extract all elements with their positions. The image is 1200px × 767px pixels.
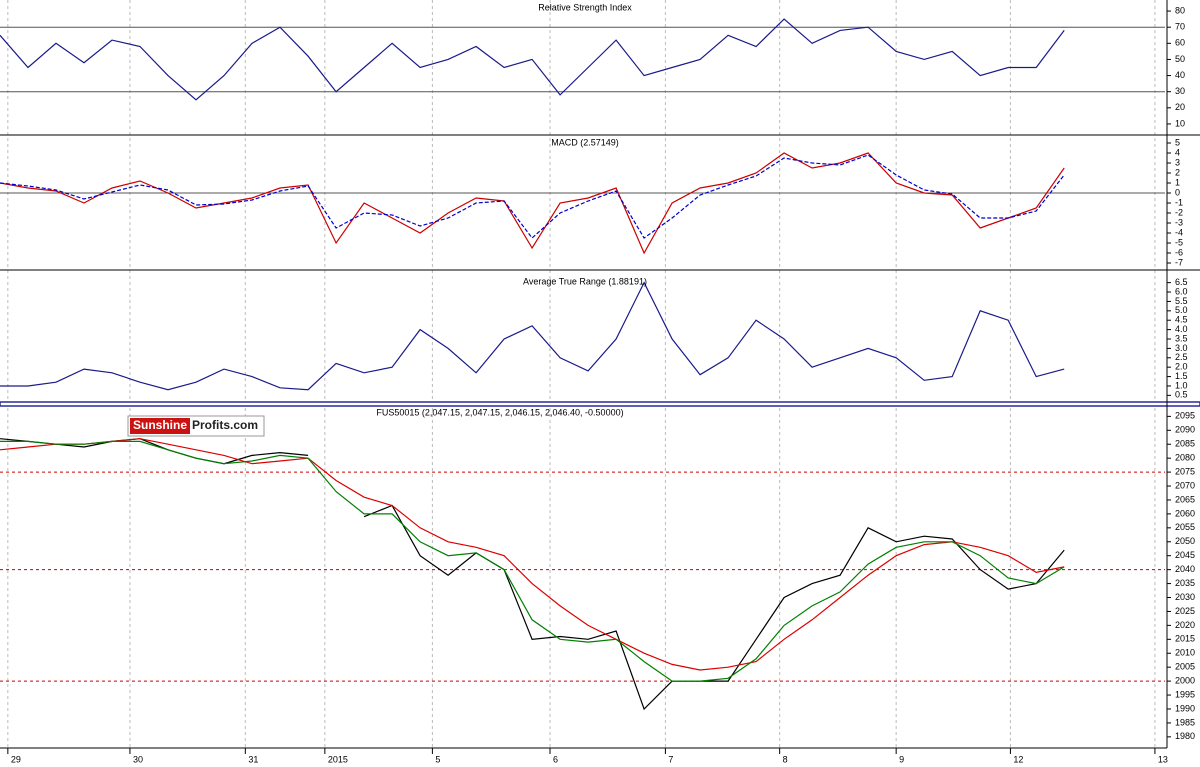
series-line [0,152,1065,255]
y-tick-label: 2085 [1175,439,1195,449]
x-tick-label: 12 [1013,754,1023,764]
y-tick-label: 60 [1175,38,1185,48]
y-tick-label: 4 [1175,147,1180,157]
y-tick-label: 10 [1175,118,1185,128]
y-tick-label: 2.5 [1175,352,1188,362]
y-tick-label: 2050 [1175,536,1195,546]
y-tick-label: -3 [1175,217,1183,227]
y-tick-label: 1.5 [1175,371,1188,381]
y-tick-label: 2 [1175,167,1180,177]
x-tick-label: 5 [435,754,440,764]
y-tick-label: 1 [1175,177,1180,187]
y-tick-label: -4 [1175,227,1183,237]
y-tick-label: -1 [1175,197,1183,207]
series-line [0,438,1065,711]
y-tick-label: 4.0 [1175,324,1188,334]
panel-title: Relative Strength Index [538,2,632,12]
logo-text: Profits.com [192,418,258,432]
x-tick-label: 29 [11,754,21,764]
panel-title: MACD (2.57149) [551,137,619,147]
y-tick-label: 2075 [1175,466,1195,476]
y-tick-label: 50 [1175,54,1185,64]
panel-title: Average True Range (1.88191) [523,276,647,286]
y-tick-label: -7 [1175,257,1183,267]
y-tick-label: 2090 [1175,425,1195,435]
y-tick-label: 1980 [1175,731,1195,741]
y-tick-label: 4.5 [1175,315,1188,325]
y-tick-label: 2030 [1175,592,1195,602]
y-tick-label: 1.0 [1175,380,1188,390]
x-tick-label: 31 [248,754,258,764]
x-tick-label: 8 [783,754,788,764]
y-tick-label: -6 [1175,247,1183,257]
series-line [0,18,1065,101]
y-tick-label: 2005 [1175,662,1195,672]
series-line [0,440,1065,682]
y-tick-label: 3 [1175,157,1180,167]
y-tick-label: 80 [1175,5,1185,15]
y-tick-label: 1985 [1175,717,1195,727]
y-tick-label: 5.5 [1175,296,1188,306]
y-tick-label: 2040 [1175,564,1195,574]
y-tick-label: 3.0 [1175,343,1188,353]
y-tick-label: 1995 [1175,689,1195,699]
y-tick-label: 5 [1175,137,1180,147]
y-tick-label: -5 [1175,237,1183,247]
y-tick-label: 2035 [1175,578,1195,588]
y-tick-label: 6.5 [1175,277,1188,287]
x-tick-label: 9 [899,754,904,764]
y-tick-label: 2000 [1175,675,1195,685]
y-tick-label: 1990 [1175,703,1195,713]
y-tick-label: 2080 [1175,453,1195,463]
panel-title: FUS50015 (2,047.15, 2,047.15, 2,046.15, … [376,407,623,417]
y-tick-label: 40 [1175,70,1185,80]
x-tick-label: 30 [133,754,143,764]
y-tick-label: -2 [1175,207,1183,217]
x-tick-label: 13 [1158,754,1168,764]
y-tick-label: 70 [1175,22,1185,32]
y-tick-label: 2060 [1175,508,1195,518]
y-tick-label: 2010 [1175,648,1195,658]
series-line [0,281,1065,391]
y-tick-label: 3.5 [1175,333,1188,343]
x-tick-label: 6 [553,754,558,764]
y-tick-label: 2.0 [1175,362,1188,372]
x-tick-label: 7 [668,754,673,764]
x-tick-label: 2015 [328,754,348,764]
y-tick-label: 2065 [1175,494,1195,504]
y-tick-label: 2045 [1175,550,1195,560]
series-line [0,438,1065,671]
logo-red [130,418,190,434]
y-tick-label: 2055 [1175,522,1195,532]
y-tick-label: 2020 [1175,620,1195,630]
y-tick-label: 20 [1175,102,1185,112]
y-tick-label: 2015 [1175,634,1195,644]
y-tick-label: 5.0 [1175,305,1188,315]
logo-text: Sunshine [133,418,187,432]
y-tick-label: 2025 [1175,606,1195,616]
panel-divider [0,401,1200,407]
y-tick-label: 30 [1175,86,1185,96]
y-tick-label: 0 [1175,187,1180,197]
series-line [0,154,1065,239]
y-tick-label: 2095 [1175,411,1195,421]
y-tick-label: 6.0 [1175,286,1188,296]
y-tick-label: 0.5 [1175,390,1188,400]
y-tick-label: 2070 [1175,480,1195,490]
